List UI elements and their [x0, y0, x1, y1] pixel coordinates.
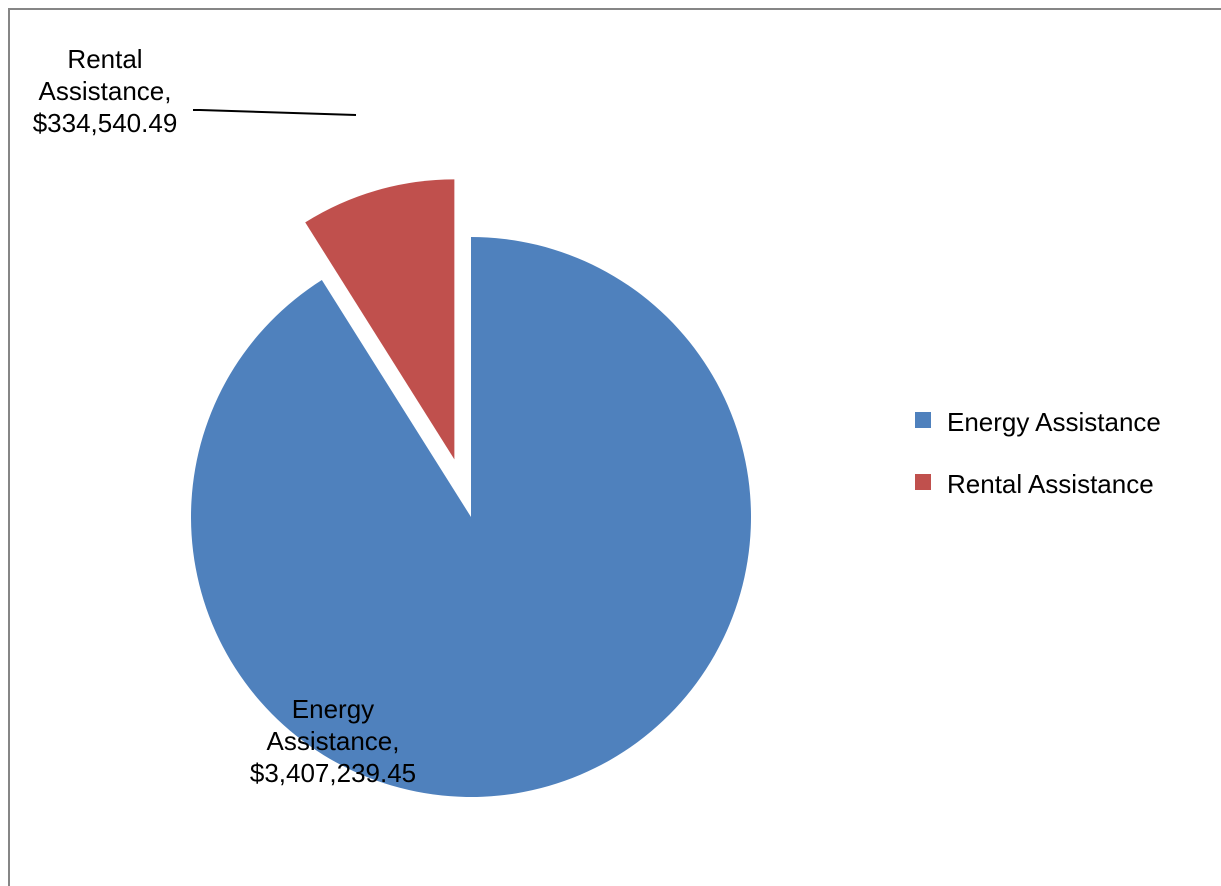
legend-label: Rental Assistance — [947, 469, 1154, 499]
data-label-line: $334,540.49 — [33, 108, 178, 138]
legend-item-rental-assistance: Rental Assistance — [915, 469, 1154, 499]
data-label-line: Assistance, — [39, 76, 172, 106]
leader-line-rental-assistance — [193, 109, 357, 116]
data-label-rental-assistance: Rental Assistance, $334,540.49 — [33, 44, 178, 138]
pie-slice-energy-assistance — [190, 237, 751, 797]
legend-swatch — [915, 412, 931, 428]
legend-label: Energy Assistance — [947, 407, 1161, 437]
data-label-line: Rental — [67, 44, 142, 74]
pie-slice-rental-assistance — [305, 179, 455, 460]
data-label-energy-assistance: Energy Assistance, $3,407,239.45 — [250, 694, 416, 788]
data-label-line: Energy — [292, 694, 374, 724]
legend-swatch — [915, 474, 931, 490]
leader-lines — [193, 109, 357, 116]
data-label-line: Assistance, — [267, 726, 400, 756]
legend: Energy Assistance Rental Assistance — [915, 407, 1161, 499]
data-label-line: $3,407,239.45 — [250, 758, 416, 788]
legend-item-energy-assistance: Energy Assistance — [915, 407, 1161, 437]
slices-layer — [190, 179, 751, 797]
